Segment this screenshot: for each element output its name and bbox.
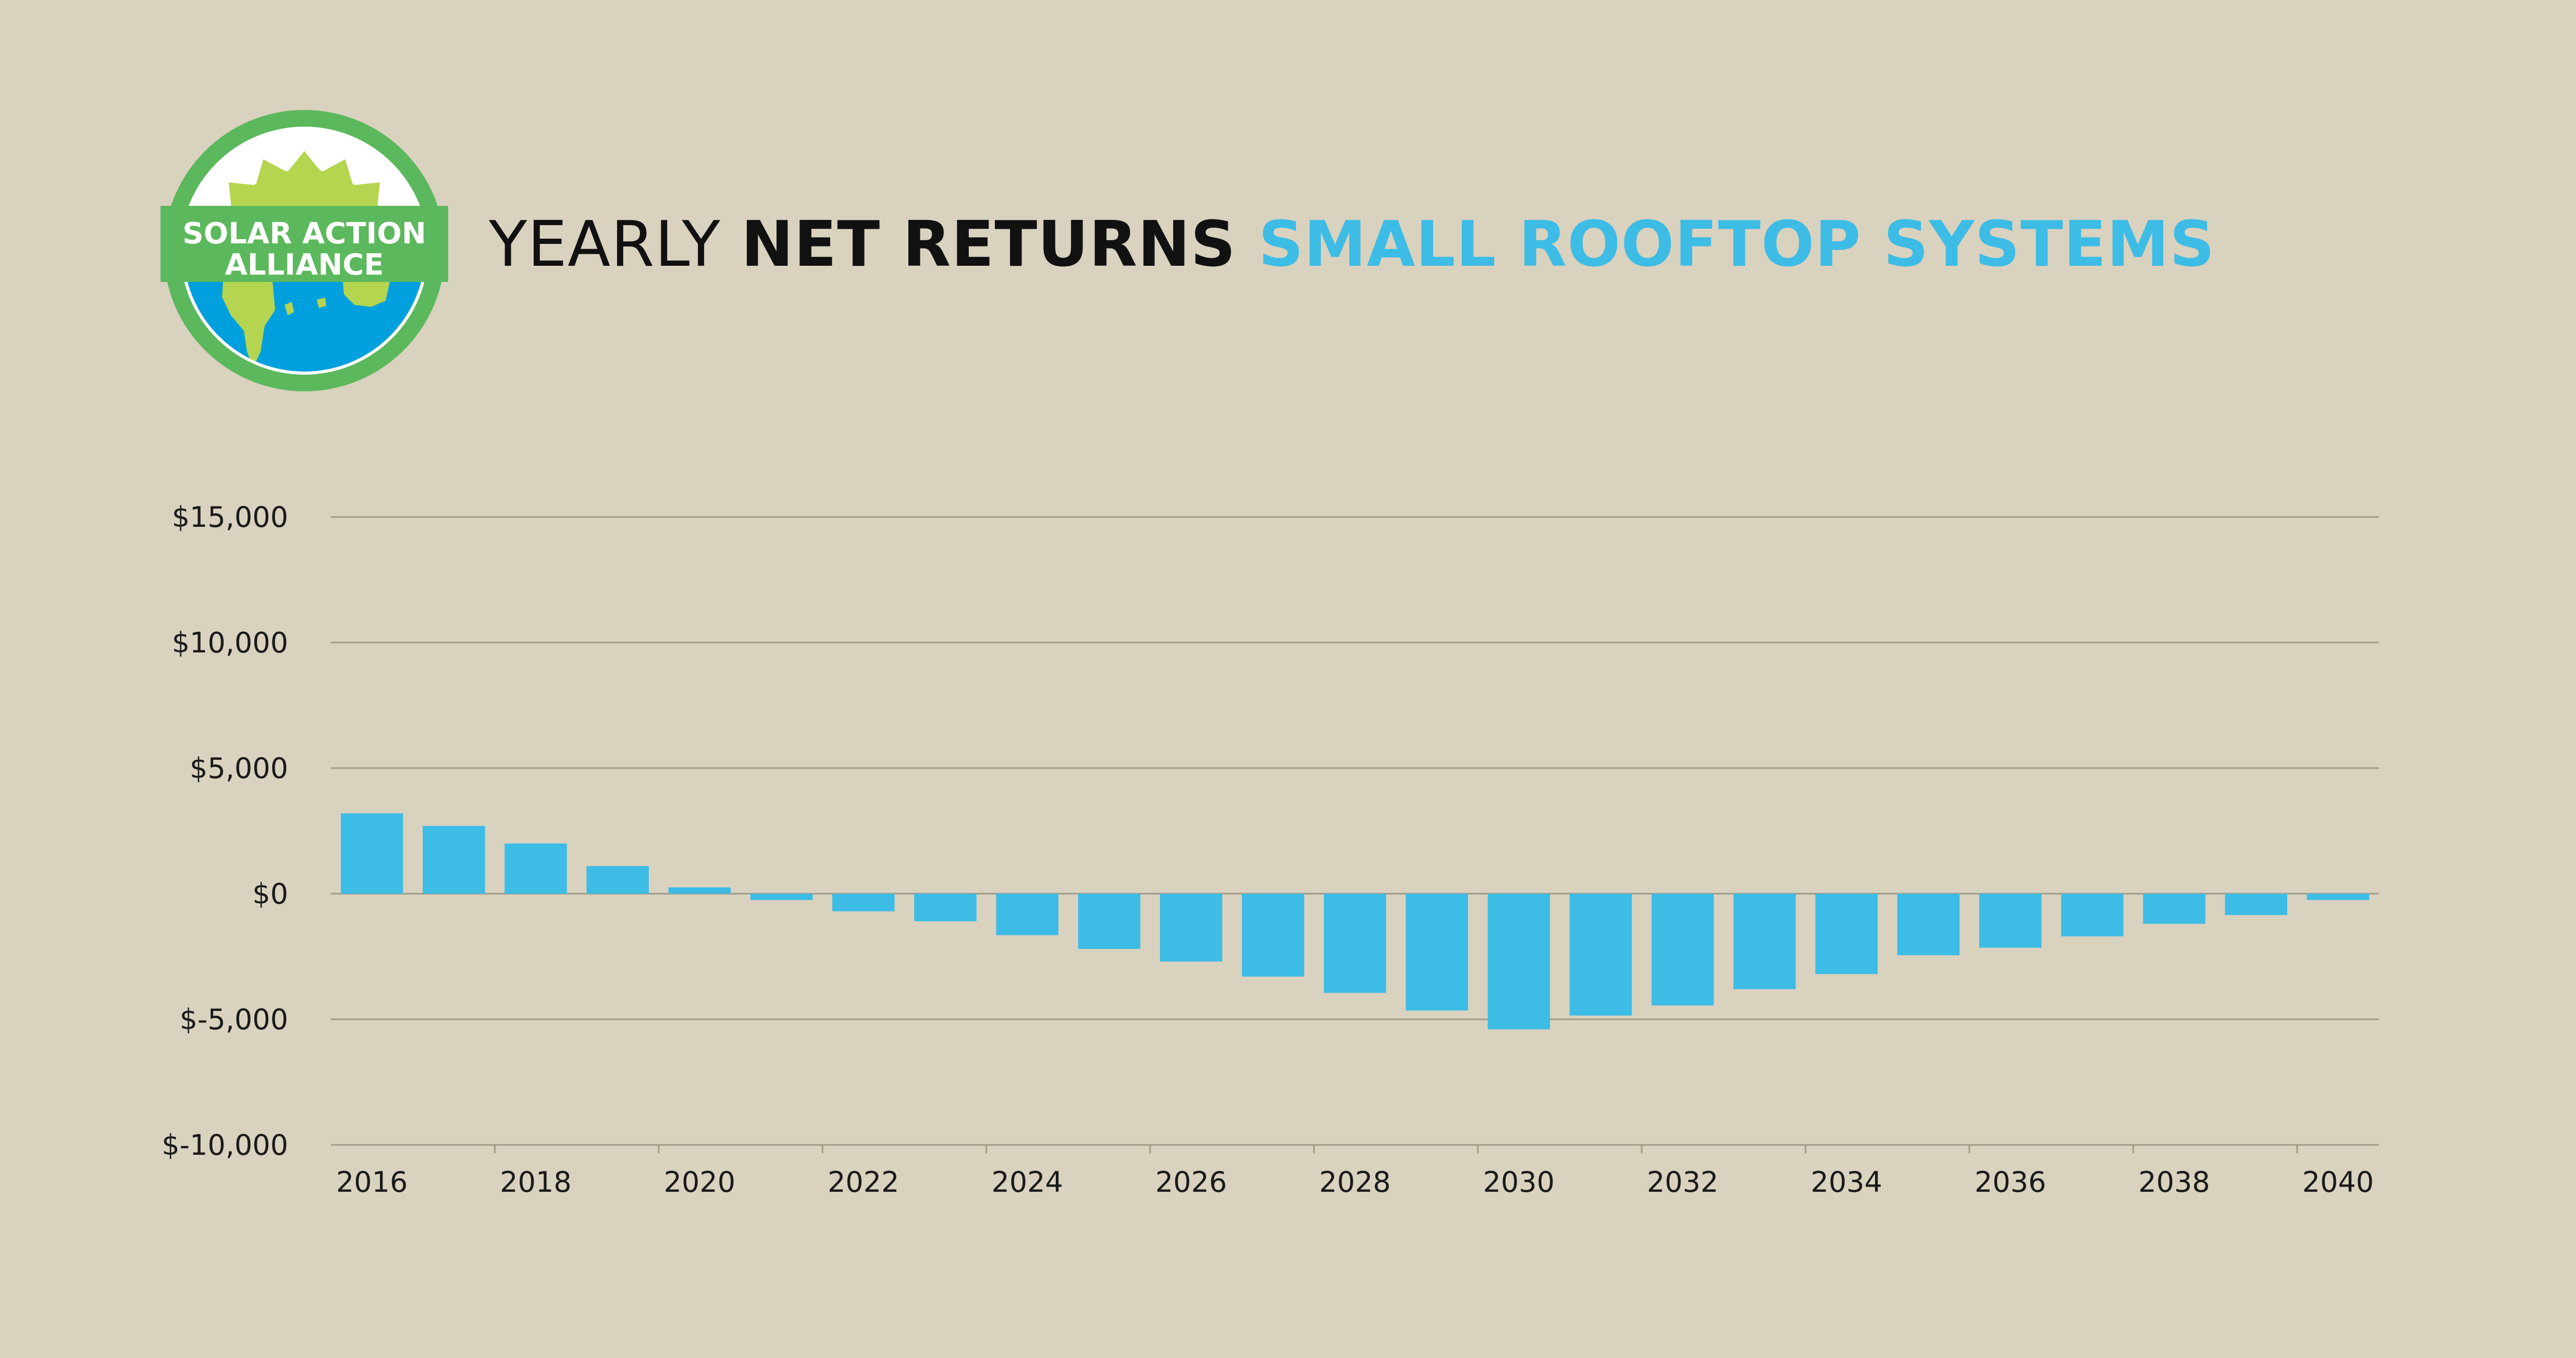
bar-2018 [504, 843, 567, 894]
bar-2019 [586, 866, 649, 894]
x-tick-label: 2022 [828, 1166, 899, 1199]
x-tick-label: 2032 [1647, 1166, 1718, 1199]
solar-action-alliance-logo: SOLAR ACTION ALLIANCE [161, 110, 448, 391]
x-tick-label: 2028 [1319, 1166, 1390, 1199]
x-tick-label: 2030 [1483, 1166, 1555, 1199]
bar-2033 [1733, 894, 1796, 990]
bar-2017 [423, 825, 485, 894]
bar-2024 [996, 894, 1058, 935]
x-tick-label: 2034 [1810, 1166, 1882, 1199]
bar-2020 [668, 887, 731, 894]
bar-2034 [1815, 894, 1878, 974]
y-tick-label: $10,000 [172, 626, 288, 659]
bar-2032 [1651, 894, 1714, 1006]
bar-2021 [750, 894, 813, 900]
logo-text-line2: ALLIANCE [225, 248, 384, 282]
bars [340, 813, 2370, 1030]
x-tick-label: 2018 [500, 1166, 571, 1199]
y-axis-labels: $15,000 $10,000 $5,000 $0 $-5,000 $-10,000 [162, 501, 288, 1162]
logo-band [161, 206, 448, 282]
bar-2025 [1078, 894, 1141, 949]
bar-2026 [1160, 894, 1223, 962]
title-part-small-rooftop: SMALL ROOFTOP SYSTEMS [1236, 208, 2215, 281]
bar-2016 [340, 813, 403, 894]
y-tick-label: $-10,000 [162, 1129, 288, 1162]
bar-2040 [2307, 894, 2370, 900]
page-title: YEARLY NET RETURNS SMALL ROOFTOP SYSTEMS [489, 198, 2215, 292]
bar-2029 [1406, 894, 1468, 1011]
bar-2036 [1979, 894, 2042, 948]
continent-icon [222, 282, 390, 367]
bar-2030 [1487, 894, 1550, 1030]
y-tick-label: $0 [252, 878, 288, 910]
bar-2023 [914, 894, 977, 922]
x-tick-label: 2026 [1155, 1166, 1227, 1199]
bar-2031 [1569, 894, 1632, 1016]
x-tick-label: 2040 [2302, 1166, 2374, 1199]
x-tick-label: 2024 [991, 1166, 1063, 1199]
x-tick-label: 2036 [1975, 1166, 2046, 1199]
y-tick-label: $-5,000 [180, 1003, 288, 1036]
bar-2027 [1242, 894, 1304, 977]
bar-2038 [2143, 894, 2205, 924]
x-tick-label: 2016 [336, 1166, 408, 1199]
y-tick-label: $5,000 [190, 752, 288, 785]
gridlines [331, 516, 2379, 1153]
title-part-yearly: YEARLY [489, 208, 741, 281]
x-tick-label: 2038 [2138, 1166, 2210, 1199]
bar-2037 [2061, 894, 2124, 936]
bar-2035 [1897, 894, 1960, 956]
title-part-net-returns: NET RETURNS [741, 208, 1236, 281]
bar-2028 [1324, 894, 1386, 993]
x-axis-labels: 2016 2018 2020 2022 2024 2026 2028 2030 2032 2034… [336, 1166, 2374, 1199]
x-tick-label: 2020 [664, 1166, 735, 1199]
bar-2022 [832, 894, 895, 911]
y-tick-label: $15,000 [172, 501, 288, 534]
logo-text-line1: SOLAR ACTION [182, 217, 426, 251]
bar-2039 [2225, 894, 2287, 915]
